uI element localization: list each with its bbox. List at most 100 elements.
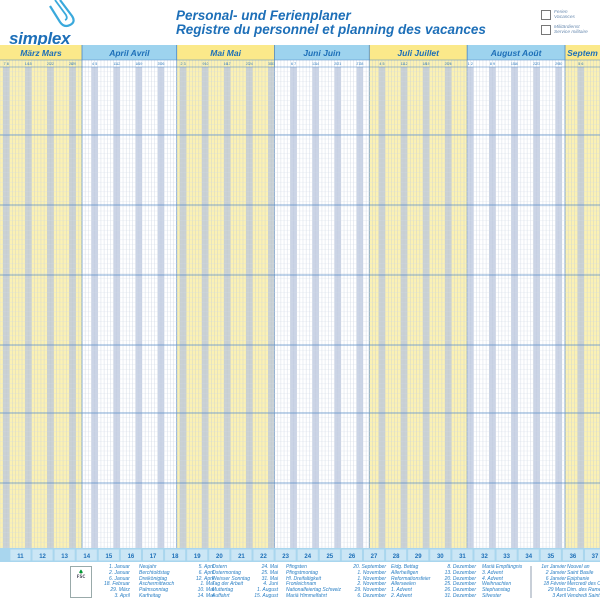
weekend-column (426, 67, 430, 548)
weekend-column (422, 67, 427, 548)
day-number: 12 (404, 62, 408, 66)
holiday-name: Mercredi des Cendres (567, 581, 600, 588)
vacation-checkbox[interactable] (541, 10, 551, 20)
weekend-column (160, 67, 165, 548)
weekend-column (536, 67, 540, 548)
week-number: 33 (503, 554, 510, 560)
holiday-name: Auffahrt (212, 592, 230, 599)
day-number: 21 (47, 62, 51, 66)
weekend-column (6, 67, 10, 548)
weekend-column (113, 67, 117, 548)
holiday-dates-3: 24. Mai 25. Mai 31. Mai 4. Juni 1. August 15.… (250, 564, 278, 600)
week-cell (319, 549, 340, 561)
week-number: 23 (282, 554, 289, 560)
week-cell (408, 549, 429, 561)
week-cell (584, 549, 600, 561)
day-number: 1 (468, 62, 470, 66)
weekend-column (116, 67, 120, 548)
holiday-date: 1. Januar (109, 564, 130, 570)
holiday-date: 2. November (357, 581, 386, 588)
holiday-names-2: Ostern Ostermontag Weisser Sonntag Tag der … (212, 564, 250, 600)
holiday-name: Neujahr (139, 564, 157, 570)
week-cell (452, 549, 473, 561)
holiday-date: 1. Mai (200, 581, 214, 588)
day-number: 28 (359, 62, 363, 66)
weekend-column (249, 67, 253, 548)
weekend-column (25, 67, 29, 548)
weekend-column (28, 67, 32, 548)
month-label: Juni Juin (303, 48, 340, 58)
day-number: 22 (533, 62, 537, 66)
legend-label: Militärdienst (554, 25, 580, 30)
week-cell (474, 549, 495, 561)
week-number: 29 (415, 554, 422, 560)
holiday-name: Karfreitag (139, 592, 161, 599)
week-cell (10, 549, 31, 561)
weekend-column (179, 67, 184, 548)
month-header (274, 45, 370, 60)
day-number: 31 (271, 62, 275, 66)
day-number: 26 (448, 62, 452, 66)
week-cell (540, 549, 561, 561)
week-number: 22 (260, 554, 267, 560)
month-header (0, 45, 82, 60)
week-cell (231, 549, 252, 561)
day-number: 4 (379, 62, 381, 66)
holiday-name: Dim. des Rameaux (567, 587, 600, 594)
holiday-date: 26. Dezember (444, 587, 476, 594)
day-number: 5 (382, 62, 384, 66)
holiday-date: 2 Janvier (545, 569, 566, 576)
weekend-column (94, 67, 98, 548)
weekend-column (201, 67, 206, 548)
weekend-column (224, 67, 228, 548)
day-number: 12 (116, 62, 120, 66)
week-number: 16 (128, 554, 135, 560)
holiday-name: Epiphanie (567, 575, 590, 582)
holiday-names-3: Pfingsten Pfingstmontag Hl. Dreifaltigkeit… (286, 564, 341, 600)
day-number: 20 (334, 62, 338, 66)
holiday-name: Berchtoldstag (139, 569, 170, 576)
weekend-column (72, 67, 76, 548)
weekend-column (404, 67, 408, 548)
holiday-date: 4. Juni (263, 581, 278, 588)
holiday-name: Ostern (212, 564, 228, 570)
day-number: 18 (423, 62, 427, 66)
holiday-name: Dreikönigtag (139, 575, 168, 582)
holiday-names-6: Nouvel an Saint Basile Epiphanie Mercredi d… (567, 564, 600, 600)
holiday-name: Palmsonntag (139, 587, 169, 594)
holiday-names-4: Eidg. Bettag Allerheiligen Reformationsfei… (391, 564, 430, 600)
month-header (467, 45, 566, 60)
week-number: 15 (105, 554, 112, 560)
weekend-column (312, 67, 316, 548)
day-number: 14 (25, 62, 29, 66)
day-number: 22 (50, 62, 54, 66)
week-number: 11 (17, 554, 24, 560)
holiday-date: 2. Januar (109, 569, 130, 576)
holiday-dates-2: 5. April 6. April 12. April 1. Mai 10. Mai 14… (180, 564, 214, 600)
holiday-name: Allerheiligen (391, 569, 419, 576)
legend-vacation: Ferien Vacances (541, 10, 575, 20)
holiday-name: Eidg. Bettag (391, 564, 419, 570)
day-number: 25 (157, 62, 161, 66)
holiday-name: 4. Advent (482, 575, 503, 582)
month-label: Septem (567, 48, 598, 58)
weekend-column (492, 67, 496, 548)
weekend-column (91, 67, 95, 548)
holiday-date: 1er Janvier (541, 564, 566, 570)
day-number: 16 (224, 62, 228, 66)
holiday-date: 24. Mai (261, 564, 278, 570)
holiday-date: 29. November (354, 587, 386, 594)
holiday-name: Muttertag (212, 587, 234, 594)
weekend-column (50, 67, 54, 548)
military-checkbox[interactable] (541, 25, 551, 35)
fsc-logo: 🌲 FSC (70, 566, 92, 598)
weekend-column (470, 67, 474, 548)
day-number: 8 (490, 62, 492, 66)
week-cell (341, 549, 362, 561)
month-label: April Avril (108, 48, 150, 58)
weekend-column (400, 67, 405, 548)
weekend-column (467, 67, 471, 548)
brand-logo: simplex (9, 29, 71, 48)
page-title: Personal- und Ferienplaner (176, 8, 351, 23)
